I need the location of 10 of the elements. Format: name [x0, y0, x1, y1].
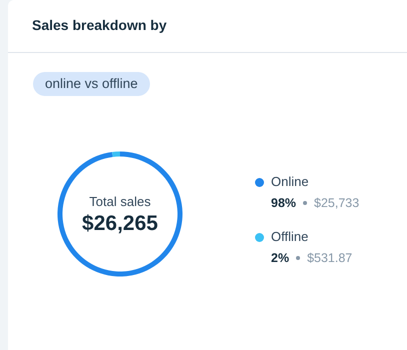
- text: Total sales: [88, 194, 152, 209]
- chart-title: Sales breakdown by: [32, 17, 167, 33]
- legend-label: Online: [271, 174, 309, 190]
- legend-label: Offline: [271, 229, 308, 245]
- text: 2%: [271, 250, 290, 266]
- chart-subtitle: online vs offline: [33, 72, 150, 96]
- data-label: $531.87: [307, 250, 352, 266]
- text: $26,265: [81, 212, 159, 236]
- text: 98%: [271, 195, 296, 211]
- data-label: $25,733: [314, 195, 360, 211]
